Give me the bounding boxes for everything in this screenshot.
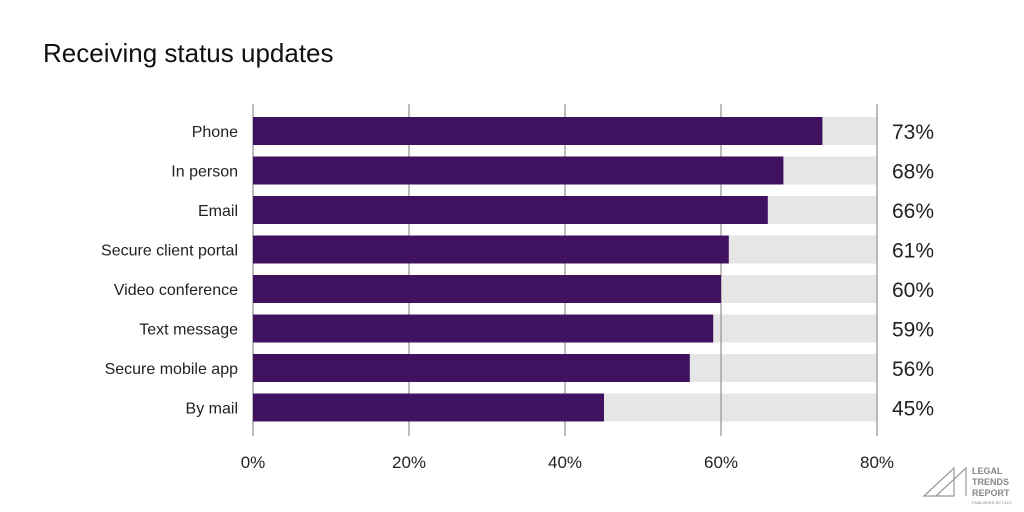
category-label: Video conference (114, 282, 238, 299)
data-label: 73% (892, 121, 934, 144)
data-label: 61% (892, 240, 934, 263)
x-tick-label: 20% (392, 453, 426, 472)
category-label: Email (198, 203, 238, 220)
data-label: 66% (892, 200, 934, 223)
bar (253, 354, 690, 382)
category-label: By mail (186, 401, 238, 418)
data-label: 68% (892, 161, 934, 184)
logo-sub: PUBLISHED BY CLIO (972, 500, 1012, 505)
logo-line: LEGAL (972, 466, 1003, 476)
x-tick-label: 60% (704, 453, 738, 472)
chart-title: Receiving status updates (43, 38, 334, 68)
category-label: Text message (139, 322, 238, 339)
data-label: 60% (892, 279, 934, 302)
data-label: 59% (892, 319, 934, 342)
legal-trends-report-logo: LEGAL TRENDS REPORT PUBLISHED BY CLIO (922, 466, 1012, 505)
data-label: 45% (892, 398, 934, 421)
x-tick-label: 0% (241, 453, 266, 472)
category-label: In person (171, 164, 238, 181)
x-tick-label: 40% (548, 453, 582, 472)
category-label: Phone (192, 124, 238, 141)
bar (253, 275, 721, 303)
bar (253, 196, 768, 224)
bar (253, 156, 784, 185)
bar (253, 314, 714, 343)
logo-line: REPORT (972, 488, 1010, 498)
x-tick-label: 80% (860, 453, 894, 472)
category-label: Secure mobile app (105, 361, 239, 378)
category-label: Secure client portal (101, 243, 238, 260)
data-label: 56% (892, 358, 934, 381)
logo-line: TRENDS (972, 477, 1009, 487)
bar (253, 393, 604, 422)
bar (253, 117, 823, 145)
bar (253, 235, 729, 264)
